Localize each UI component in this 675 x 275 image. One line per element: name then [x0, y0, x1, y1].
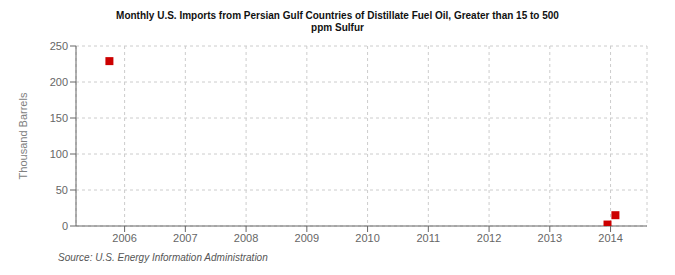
svg-text:2008: 2008 — [234, 232, 258, 244]
svg-text:50: 50 — [56, 184, 68, 196]
svg-text:200: 200 — [50, 76, 68, 88]
svg-text:2014: 2014 — [598, 232, 622, 244]
svg-text:2010: 2010 — [355, 232, 379, 244]
svg-text:150: 150 — [50, 112, 68, 124]
svg-text:2007: 2007 — [173, 232, 197, 244]
html-text:ppm Sulfur: ppm Sulfur — [311, 22, 364, 33]
svg-text:0: 0 — [62, 220, 68, 232]
html-text:Source: U.S. Energy Informatio: Source: U.S. Energy Information Administ… — [58, 252, 268, 263]
svg-text:2012: 2012 — [477, 232, 501, 244]
svg-text:2013: 2013 — [538, 232, 562, 244]
svg-text:2011: 2011 — [416, 232, 440, 244]
svg-text:Thousand Barrels: Thousand Barrels — [17, 92, 29, 179]
html-text:Monthly U.S. Imports from Pers: Monthly U.S. Imports from Persian Gulf C… — [116, 10, 559, 21]
svg-text:250: 250 — [50, 40, 68, 52]
svg-text:100: 100 — [50, 148, 68, 160]
svg-text:2006: 2006 — [112, 232, 136, 244]
svg-text:2009: 2009 — [295, 232, 319, 244]
